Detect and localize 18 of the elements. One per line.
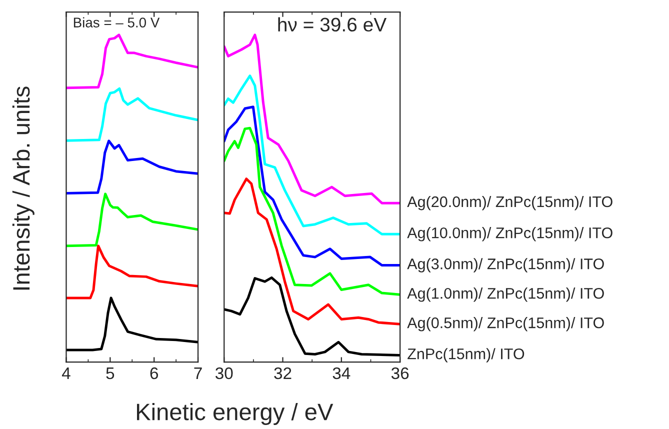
x-tick-label: 30 — [215, 367, 233, 380]
series-label: Ag(20.0nm)/ ZnPc(15nm)/ ITO — [407, 196, 612, 210]
series-label: Ag(0.5nm)/ ZnPc(15nm)/ ITO — [407, 317, 604, 332]
series-label: Ag(10.0nm)/ ZnPc(15nm)/ ITO — [407, 227, 612, 242]
x-axis-title: Kinetic energy / eV — [137, 402, 334, 425]
x-tick-label: 36 — [391, 367, 409, 380]
text: Bias = – 5.0 V — [74, 17, 160, 28]
x-tick-label: 32 — [274, 367, 292, 380]
x-tick-label: 6 — [150, 367, 158, 380]
series-label: Ag(1.0nm)/ ZnPc(15nm)/ ITO — [407, 288, 604, 302]
x-tick-label: 4 — [62, 368, 70, 380]
x-tick-label: 5 — [106, 368, 114, 380]
series-label: ZnPc(15nm)/ ITO — [408, 348, 524, 362]
series-label: Ag(3.0nm)/ ZnPc(15nm)/ ITO — [407, 258, 604, 272]
text: hν = 39.6 eV — [278, 17, 387, 32]
x-tick-label: 7 — [194, 368, 202, 380]
x-tick-label: 34 — [332, 367, 350, 380]
y-axis-title: Intensity / Arb. units — [12, 86, 34, 290]
